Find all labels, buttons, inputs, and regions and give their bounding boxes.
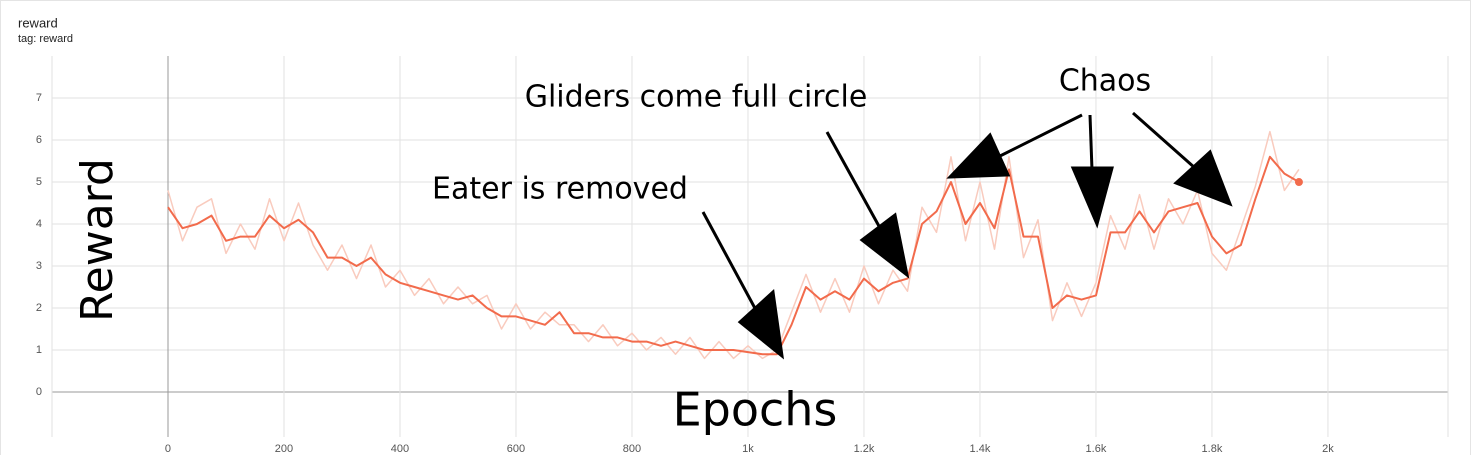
arrow: [701, 211, 759, 313]
arrow: [825, 131, 882, 229]
x-tick-label: 1.2k: [854, 443, 875, 455]
y-tick-label: 0: [36, 386, 42, 398]
x-tick-label: 1.6k: [1086, 443, 1107, 455]
chart-title: reward: [18, 15, 58, 30]
annotations: Gliders come full circle Eater is remove…: [432, 64, 1233, 360]
annotation: Chaos: [1059, 64, 1151, 99]
y-tick-label: 3: [36, 260, 42, 272]
line-series: [167, 155, 1300, 356]
x-tick-label: 2k: [1322, 443, 1334, 455]
arrows: [701, 111, 1233, 360]
end-point: [1294, 178, 1303, 187]
y-tick-label: 4: [36, 218, 42, 230]
x-tick-label: 600: [507, 443, 525, 455]
arrow-head: [737, 288, 785, 360]
y-tick-label: 1: [36, 344, 42, 356]
y-tick-label: 2: [36, 302, 42, 314]
arrow: [997, 113, 1083, 159]
annotation: Gliders come full circle: [525, 80, 868, 115]
arrow-head: [1173, 149, 1233, 207]
x-tick-label: 1.4k: [970, 443, 991, 455]
y-tick-label: 6: [36, 134, 42, 146]
annotation: Eater is removed: [432, 172, 688, 207]
x-tick-label: 200: [275, 443, 293, 455]
line-series: [167, 130, 1300, 360]
x-axis-label: Epochs: [673, 383, 838, 437]
y-tick-label: 5: [36, 176, 42, 188]
x-tick-label: 1.8k: [1202, 443, 1223, 455]
arrow: [1088, 114, 1094, 171]
x-tick-label: 1k: [742, 443, 754, 455]
chart-subtitle: tag: reward: [18, 33, 73, 45]
arrow-head: [946, 132, 1011, 179]
plot-area: 0 1 2 3 4 5 6 7 0 200 400 600 800 1k 1.2k 1.4k 1.6k 1.8k 2…: [36, 56, 1449, 455]
y-tick-label: 7: [36, 92, 42, 104]
arrow-head: [859, 212, 910, 279]
arrow-head: [1070, 166, 1114, 229]
y-axis-label: Reward: [72, 158, 123, 322]
x-tick-label: 0: [165, 443, 171, 455]
x-tick-label: 800: [623, 443, 641, 455]
x-tick-label: 400: [391, 443, 409, 455]
arrow: [1132, 111, 1196, 170]
